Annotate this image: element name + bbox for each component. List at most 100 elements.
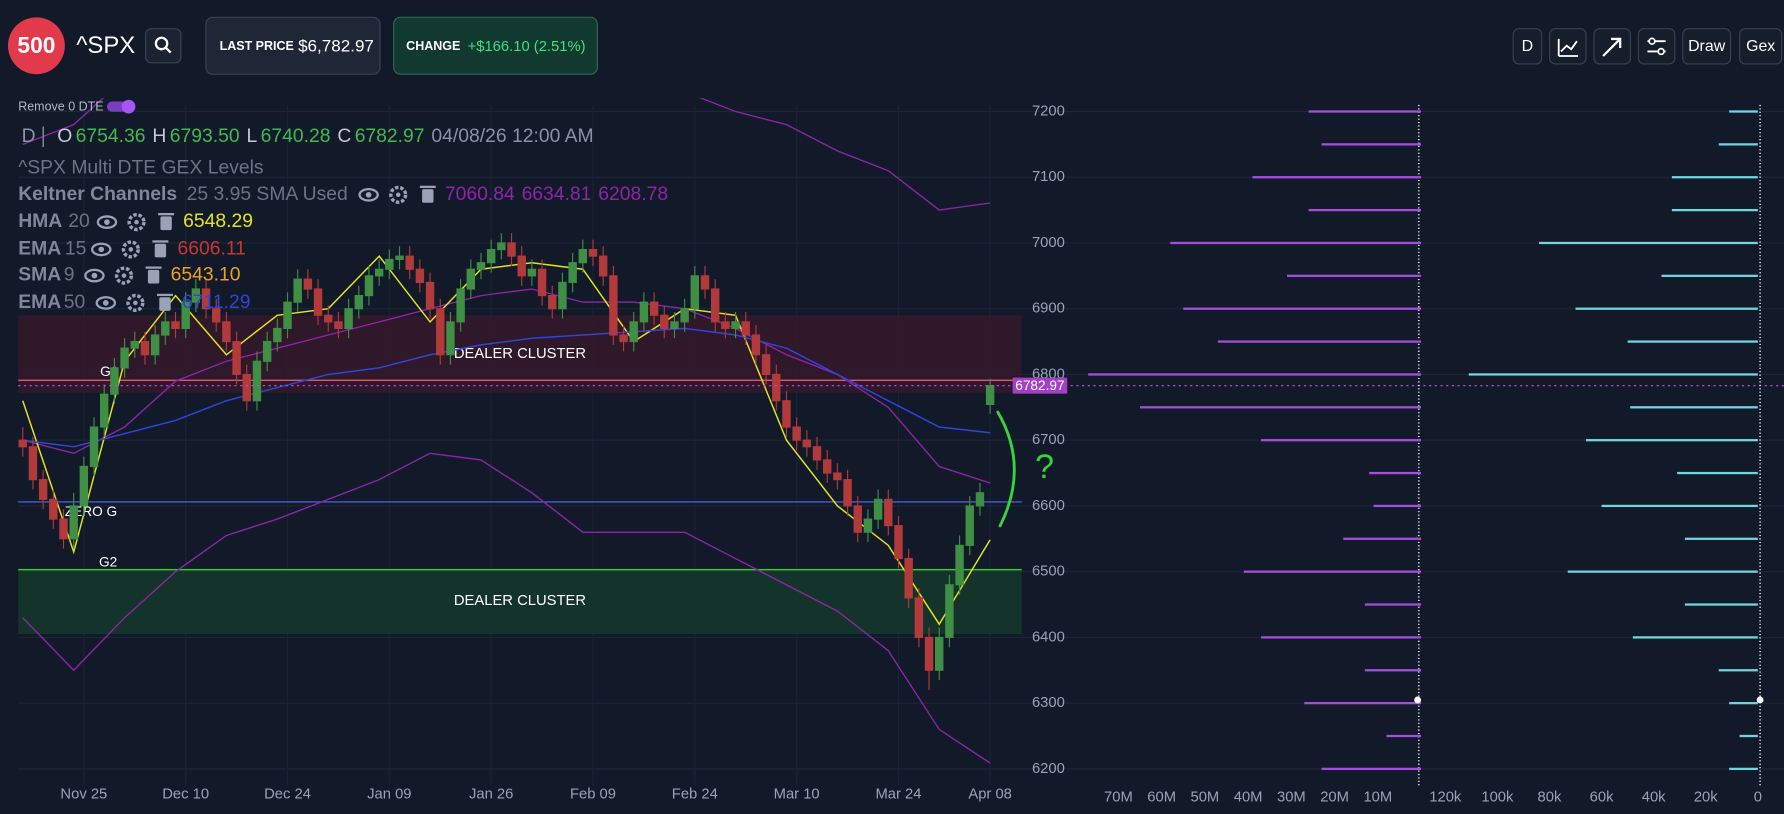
candle-body [334, 321, 343, 330]
button-frame [1739, 28, 1783, 65]
x-tick-label: Jan 26 [469, 786, 513, 802]
zone-label: DEALER CLUSTER [454, 593, 586, 609]
candle-body [945, 584, 954, 638]
gex-bar [1630, 406, 1758, 409]
search-icon [154, 36, 169, 51]
chart-icon [1557, 38, 1579, 57]
eye-icon [96, 215, 118, 229]
gex-bar [1677, 471, 1758, 475]
gear-icon [133, 300, 138, 306]
gex-button[interactable]: Gex [1739, 28, 1783, 65]
candle-body [385, 258, 394, 270]
eye-icon [91, 242, 112, 257]
candle-body [924, 636, 934, 671]
dte-toggle[interactable] [106, 99, 136, 114]
candle-body [660, 314, 669, 330]
indicator-controls[interactable] [95, 293, 173, 312]
gear-icon [114, 266, 134, 285]
search-button[interactable] [145, 28, 182, 64]
x-tick-label: Jan 09 [367, 786, 411, 802]
gex-bar [1739, 734, 1758, 738]
change-label: CHANGE [406, 39, 460, 53]
indicator-controls[interactable] [84, 266, 162, 285]
x-tick-label: 20M [1320, 790, 1349, 806]
gex-bar [1140, 406, 1422, 409]
x-tick-label: 20k [1694, 790, 1718, 806]
button-label: Draw [1688, 38, 1726, 55]
candle-body [405, 255, 414, 270]
gex-bar [1243, 570, 1422, 573]
eye-icon [95, 296, 117, 310]
indicator-value: 6543.10 [171, 264, 241, 286]
annotation-text: ? [1035, 448, 1054, 486]
draw-button[interactable]: Draw [1682, 28, 1732, 65]
settings-button[interactable] [1637, 28, 1676, 65]
gex-bar [1308, 110, 1422, 113]
indicator-value-part: 6543.10 [171, 264, 241, 286]
sliders-icon [1657, 47, 1665, 56]
candle-body [700, 275, 710, 290]
candle-body [833, 472, 842, 481]
indicators-button[interactable] [1549, 28, 1587, 65]
indicator-name: HMA [18, 210, 62, 232]
candle-body [395, 255, 404, 260]
candle-body [181, 301, 190, 330]
candle-body [201, 288, 211, 310]
indicator-value: 7060.84 6634.81 6208.78 [445, 183, 668, 205]
button-label: D [1522, 38, 1534, 55]
gear-icon [389, 185, 408, 204]
eye-icon [358, 187, 379, 202]
indicator-controls[interactable] [358, 185, 436, 204]
gear-icon [126, 293, 145, 312]
candle-body [446, 321, 455, 356]
indicator-controls[interactable] [91, 240, 169, 259]
toggle-label: Remove 0 DTE [18, 99, 103, 113]
x-tick-label: 50M [1190, 790, 1219, 806]
gex-bar [1170, 241, 1422, 245]
trash-icon [145, 266, 162, 269]
candle-body [914, 597, 924, 638]
candle-body [517, 255, 526, 277]
y-tick-label: 6200 [1032, 761, 1065, 777]
indicator-value-part: 7060.84 [445, 183, 515, 205]
indicator-value: 6606.11 [177, 238, 245, 260]
indicator-params: 20 [68, 210, 90, 232]
x-tick-label: 40M [1234, 790, 1263, 806]
gex-bar [1088, 373, 1422, 376]
sliders-icon [1648, 37, 1656, 45]
gex-bar [1343, 537, 1422, 540]
candle-body [222, 321, 231, 343]
trend-button[interactable] [1593, 28, 1631, 65]
candle-body [110, 367, 119, 395]
eye-icon [102, 300, 109, 306]
ohlc-letter: O [57, 125, 72, 147]
candle-body [425, 281, 435, 310]
candle-body [161, 321, 170, 336]
candle-body [212, 308, 221, 323]
candle-body [548, 294, 557, 310]
candle-body [324, 314, 333, 323]
candle-body [252, 360, 262, 402]
candle-body [639, 301, 649, 323]
y-tick-label: 7100 [1032, 169, 1065, 185]
candle-body [436, 308, 445, 356]
y-tick-label: 7000 [1032, 235, 1065, 251]
button-label: Gex [1746, 38, 1775, 55]
y-tick-label: 6300 [1032, 695, 1065, 711]
interval-button[interactable]: D [1512, 28, 1543, 65]
gex-bar [1729, 701, 1758, 705]
candle-body [578, 248, 588, 264]
gex-bar [1671, 208, 1758, 212]
toggle-knob [121, 99, 136, 114]
candle-body [79, 465, 89, 507]
indicator-controls[interactable] [96, 213, 175, 232]
indicator-name: Keltner Channels [18, 183, 177, 205]
candle-body [853, 505, 862, 533]
timestamp: 04/08/26 12:00 AM [431, 125, 593, 147]
candle-body [975, 492, 985, 507]
price-tag-label: 6782.97 [1015, 378, 1064, 393]
candle-body [619, 334, 628, 343]
candle-body [629, 321, 638, 343]
